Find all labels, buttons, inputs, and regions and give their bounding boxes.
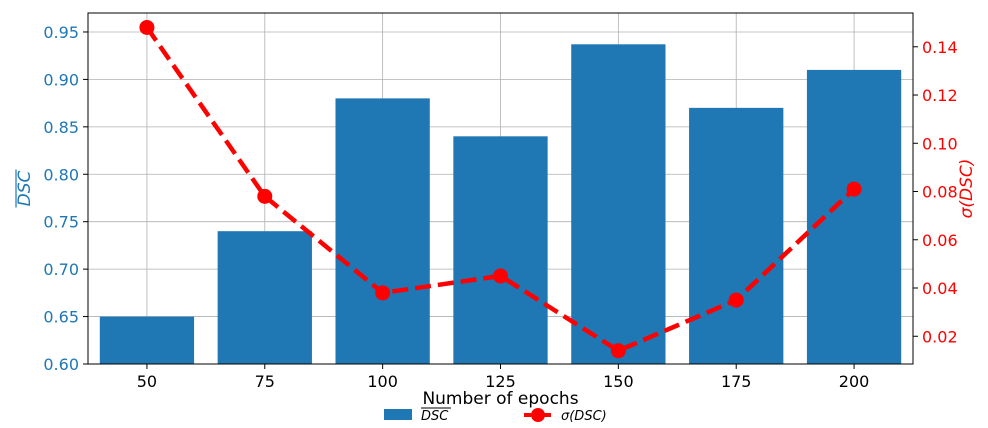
x-tick-label: 175 (721, 372, 752, 391)
sigma-point (728, 292, 744, 308)
right-y-tick-label: 0.08 (922, 183, 958, 202)
sigma-point (257, 188, 273, 204)
x-tick-label: 125 (485, 372, 516, 391)
right-y-tick-label: 0.14 (922, 38, 958, 57)
left-y-tick-label: 0.75 (43, 213, 79, 232)
legend-label-dsc: DSC (421, 409, 449, 424)
bar (453, 136, 548, 364)
left-y-tick-label: 0.80 (43, 165, 79, 184)
x-tick-label: 200 (839, 372, 870, 391)
left-y-tick-label: 0.70 (43, 260, 79, 279)
x-tick-label: 75 (255, 372, 275, 391)
left-y-tick-label: 0.90 (43, 70, 79, 89)
left-y-axis-ticks: 0.60 0.65 0.70 0.75 0.80 0.85 0.90 0.95 (43, 23, 88, 374)
bar (571, 44, 666, 364)
right-y-tick-label: 0.02 (922, 327, 958, 346)
line-series (139, 19, 862, 359)
x-axis-ticks: 50 75 100 125 150 175 200 (137, 364, 870, 391)
right-y-axis-ticks: 0.02 0.04 0.06 0.08 0.10 0.12 0.14 (913, 38, 958, 346)
right-y-tick-label: 0.10 (922, 134, 958, 153)
right-y-tick-label: 0.06 (922, 231, 958, 250)
bar (806, 69, 902, 365)
left-y-tick-label: 0.60 (43, 355, 79, 374)
x-tick-label: 100 (367, 372, 398, 391)
x-tick-label: 50 (137, 372, 157, 391)
x-tick-label: 150 (603, 372, 634, 391)
left-y-tick-label: 0.95 (43, 23, 79, 42)
sigma-point (610, 343, 626, 359)
legend-label-sigma: σ(DSC) (561, 409, 607, 424)
left-y-tick-label: 0.85 (43, 118, 79, 137)
sigma-point (493, 268, 508, 284)
legend: DSC σ(DSC) (384, 407, 607, 424)
legend-bar-swatch (384, 409, 412, 420)
left-y-axis-label-group: DSC (15, 169, 35, 208)
bar (335, 98, 430, 364)
sigma-point (375, 285, 391, 301)
x-axis-label: Number of epochs (422, 389, 578, 409)
right-y-tick-label: 0.04 (922, 279, 958, 298)
right-y-axis-label: σ(DSC) (957, 159, 977, 219)
left-y-tick-label: 0.65 (43, 308, 79, 327)
sigma-point (139, 19, 155, 35)
bar (689, 107, 784, 364)
sigma-point (846, 181, 862, 197)
bar (217, 231, 312, 364)
right-y-tick-label: 0.12 (922, 86, 958, 105)
bar (99, 316, 195, 364)
legend-line-marker (531, 408, 545, 422)
left-y-axis-label: DSC (15, 171, 35, 207)
